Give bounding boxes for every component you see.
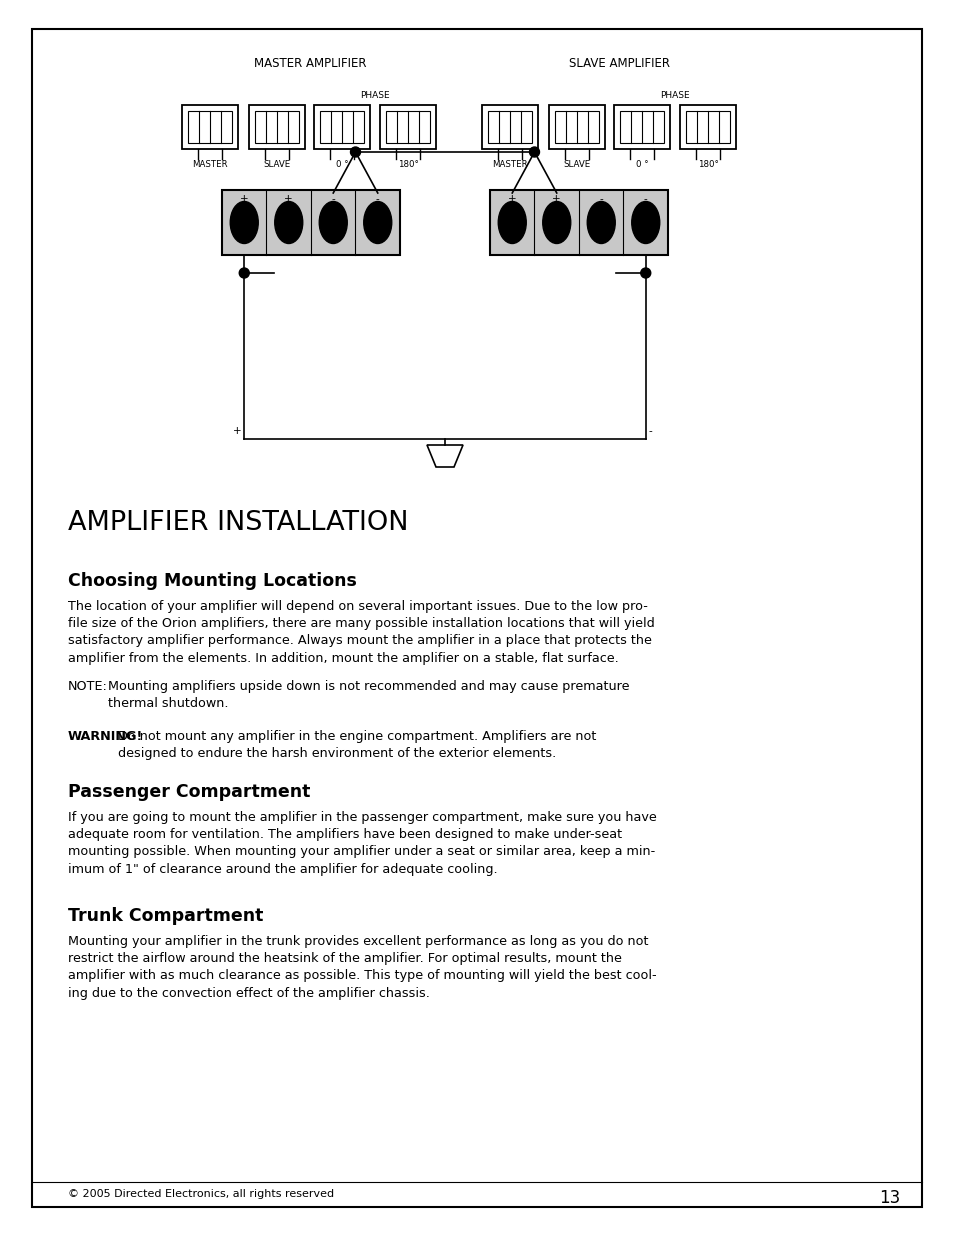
- Text: SLAVE: SLAVE: [563, 161, 590, 169]
- Circle shape: [640, 268, 650, 278]
- Bar: [488, 111, 532, 143]
- Ellipse shape: [497, 201, 526, 243]
- Bar: [490, 190, 667, 254]
- Text: © 2005 Directed Electronics, all rights reserved: © 2005 Directed Electronics, all rights …: [68, 1189, 334, 1199]
- Text: 180°: 180°: [697, 161, 718, 169]
- Text: 13: 13: [878, 1189, 899, 1207]
- Text: Choosing Mounting Locations: Choosing Mounting Locations: [68, 572, 356, 590]
- Bar: [222, 190, 399, 254]
- Text: -: -: [331, 194, 335, 204]
- Ellipse shape: [363, 201, 392, 243]
- Text: +: +: [240, 194, 249, 204]
- Text: PHASE: PHASE: [360, 91, 390, 100]
- Text: Do not mount any amplifier in the engine compartment. Amplifiers are not
designe: Do not mount any amplifier in the engine…: [118, 730, 596, 761]
- Text: Trunk Compartment: Trunk Compartment: [68, 906, 263, 925]
- Text: +: +: [284, 194, 293, 204]
- Bar: [182, 105, 237, 149]
- Text: -: -: [648, 426, 652, 436]
- Text: +: +: [507, 194, 516, 204]
- Bar: [314, 105, 370, 149]
- Text: 180°: 180°: [397, 161, 418, 169]
- Bar: [481, 105, 537, 149]
- Text: WARNING!: WARNING!: [68, 730, 143, 743]
- Circle shape: [529, 147, 539, 157]
- Bar: [319, 111, 364, 143]
- Text: AMPLIFIER INSTALLATION: AMPLIFIER INSTALLATION: [68, 510, 408, 536]
- Text: If you are going to mount the amplifier in the passenger compartment, make sure : If you are going to mount the amplifier …: [68, 811, 656, 876]
- Text: Mounting amplifiers upside down is not recommended and may cause premature
therm: Mounting amplifiers upside down is not r…: [108, 680, 629, 710]
- Bar: [614, 105, 669, 149]
- Bar: [679, 105, 735, 149]
- Bar: [386, 111, 430, 143]
- Bar: [548, 105, 604, 149]
- Bar: [249, 105, 305, 149]
- Text: The location of your amplifier will depend on several important issues. Due to t: The location of your amplifier will depe…: [68, 600, 654, 664]
- Bar: [619, 111, 663, 143]
- Circle shape: [350, 147, 360, 157]
- Text: SLAVE: SLAVE: [263, 161, 291, 169]
- Bar: [188, 111, 232, 143]
- Bar: [254, 111, 298, 143]
- Ellipse shape: [631, 201, 659, 243]
- Ellipse shape: [319, 201, 347, 243]
- Text: 0 °: 0 °: [335, 161, 348, 169]
- Text: MASTER AMPLIFIER: MASTER AMPLIFIER: [253, 57, 366, 70]
- Text: +: +: [552, 194, 560, 204]
- Text: MASTER: MASTER: [492, 161, 527, 169]
- Text: Passenger Compartment: Passenger Compartment: [68, 783, 310, 802]
- Ellipse shape: [274, 201, 302, 243]
- Text: +: +: [233, 426, 241, 436]
- Text: SLAVE AMPLIFIER: SLAVE AMPLIFIER: [569, 57, 670, 70]
- Ellipse shape: [542, 201, 570, 243]
- Ellipse shape: [587, 201, 615, 243]
- Text: NOTE:: NOTE:: [68, 680, 108, 693]
- Text: Mounting your amplifier in the trunk provides excellent performance as long as y: Mounting your amplifier in the trunk pro…: [68, 935, 656, 999]
- Text: PHASE: PHASE: [659, 91, 689, 100]
- Text: -: -: [598, 194, 602, 204]
- Ellipse shape: [230, 201, 258, 243]
- Text: MASTER: MASTER: [192, 161, 228, 169]
- Text: -: -: [375, 194, 379, 204]
- Bar: [555, 111, 598, 143]
- Bar: [685, 111, 729, 143]
- Bar: [379, 105, 436, 149]
- Text: 0 °: 0 °: [635, 161, 648, 169]
- Text: -: -: [643, 194, 647, 204]
- Circle shape: [239, 268, 249, 278]
